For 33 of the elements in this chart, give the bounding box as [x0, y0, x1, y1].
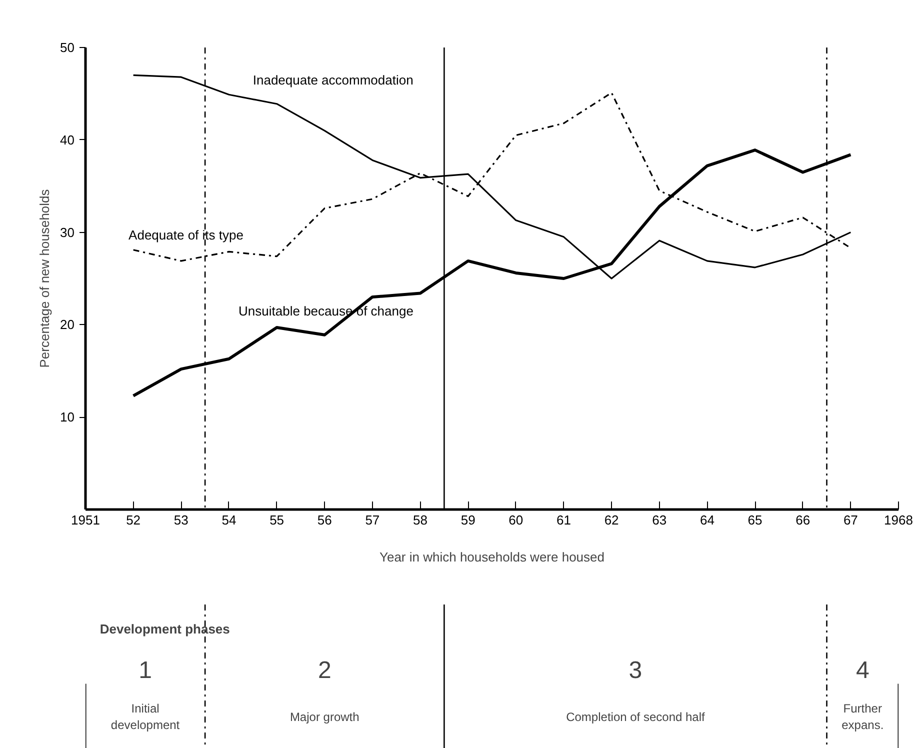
- text: Development phases: [100, 621, 230, 636]
- text: 2 Major growth: [290, 656, 360, 724]
- x-tick-label: 57: [365, 512, 380, 528]
- x-tick-label: 56: [317, 512, 332, 528]
- x-tick-label: 1968: [884, 512, 913, 528]
- x-tick-label: 66: [796, 512, 810, 528]
- series-label: Unsuitable because of change: [238, 303, 414, 318]
- y-tick-label: 50: [60, 40, 75, 55]
- x-tick-label: 59: [460, 512, 476, 528]
- series-label: Adequate of its type: [128, 228, 244, 243]
- x-tick-label: 60: [508, 512, 524, 528]
- x-axis-title: Year in which households were housed: [379, 550, 605, 564]
- x-tick-label: 61: [556, 512, 571, 528]
- x-tick-label: 63: [652, 512, 667, 528]
- x-tick-label: 52: [126, 512, 141, 528]
- x-tick-label: 1951: [71, 512, 100, 528]
- x-tick-label: 53: [174, 512, 188, 528]
- x-tick-label: 54: [222, 512, 236, 528]
- x-tick-label: 55: [270, 512, 284, 528]
- x-tick-label: 64: [700, 512, 714, 528]
- y-tick-label: 40: [60, 132, 75, 148]
- y-tick-label: 30: [60, 224, 75, 240]
- series-label: Inadequate accommodation: [252, 72, 414, 88]
- x-tick-label: 58: [413, 512, 428, 528]
- x-tick-label: 67: [843, 512, 858, 528]
- text: 4 Further expans.: [842, 656, 884, 732]
- y-axis-title: Percentage of new households: [37, 188, 52, 368]
- x-tick-label: 62: [604, 512, 619, 528]
- text: 1 Initial development: [110, 656, 180, 732]
- x-tick-label: 65: [748, 512, 762, 528]
- y-tick-label: 20: [60, 317, 75, 332]
- text: 3 Completion of second half: [566, 656, 706, 724]
- y-tick-label: 10: [60, 410, 75, 425]
